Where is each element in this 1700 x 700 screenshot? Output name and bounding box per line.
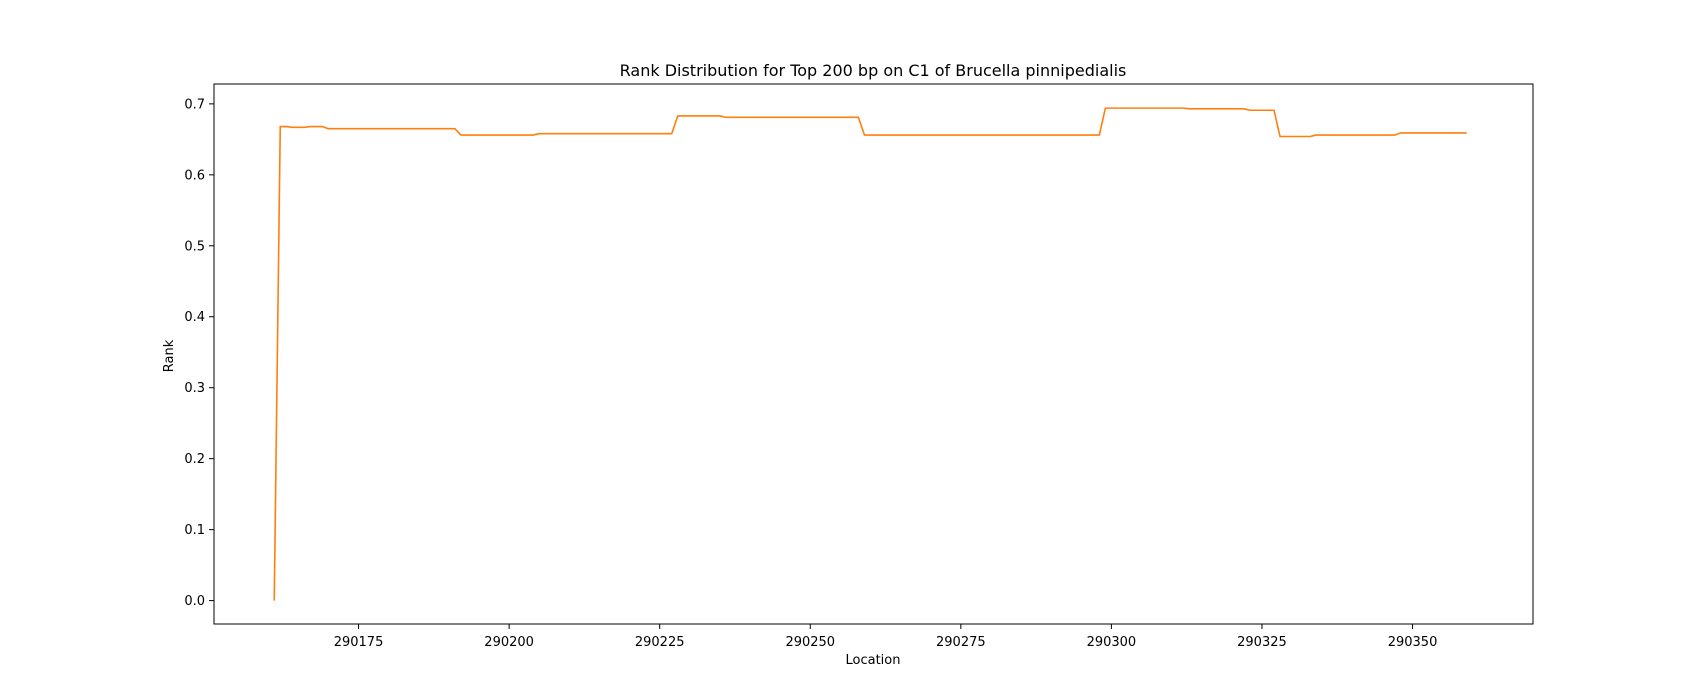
x-tick-label: 290175 xyxy=(334,635,384,650)
x-axis-label: Location xyxy=(846,653,901,668)
plot-frame xyxy=(213,83,1534,625)
y-tick-label: 0.4 xyxy=(184,310,205,325)
y-tick-label: 0.7 xyxy=(184,97,205,112)
y-axis: 0.0 0.1 0.2 0.3 0.4 0.5 0.6 0.7 xyxy=(184,97,214,609)
y-tick-label: 0.1 xyxy=(184,523,205,538)
x-tick-label: 290325 xyxy=(1237,635,1287,650)
x-tick-label: 290200 xyxy=(484,635,534,650)
chart-title: Rank Distribution for Top 200 bp on C1 o… xyxy=(620,61,1127,80)
y-tick-label: 0.5 xyxy=(184,239,205,254)
x-tick-label: 290250 xyxy=(785,635,835,650)
y-axis-label: Rank xyxy=(162,339,177,372)
x-tick-label: 290225 xyxy=(635,635,685,650)
y-tick-label: 0.2 xyxy=(184,452,205,467)
x-axis: 290175 290200 290225 290250 290275 290300 2903… xyxy=(334,624,1438,650)
plot-area xyxy=(213,83,1534,625)
y-tick-label: 0.0 xyxy=(184,594,205,609)
series-line-1 xyxy=(273,107,1467,601)
y-tick-label: 0.3 xyxy=(184,381,205,396)
x-tick-label: 290275 xyxy=(936,635,986,650)
x-tick-label: 290350 xyxy=(1388,635,1438,650)
x-tick-label: 290300 xyxy=(1087,635,1137,650)
y-tick-label: 0.6 xyxy=(184,168,205,183)
